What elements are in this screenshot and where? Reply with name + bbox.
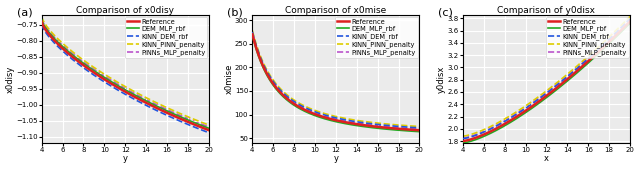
X-axis label: x: x (544, 154, 549, 163)
Title: Comparison of x0disy: Comparison of x0disy (76, 6, 174, 15)
Legend: Reference, DEM_MLP_rbf, KINN_DEM_rbf, KINN_PINN_penalty, PINNs_MLP_penalty: Reference, DEM_MLP_rbf, KINN_DEM_rbf, KI… (125, 17, 207, 58)
Text: (c): (c) (438, 8, 453, 18)
Y-axis label: y0disx: y0disx (437, 65, 446, 93)
Title: Comparison of x0mise: Comparison of x0mise (285, 6, 387, 15)
Title: Comparison of y0disx: Comparison of y0disx (497, 6, 595, 15)
Legend: Reference, DEM_MLP_rbf, KINN_DEM_rbf, KINN_PINN_penalty, PINNs_MLP_penalty: Reference, DEM_MLP_rbf, KINN_DEM_rbf, KI… (546, 17, 628, 58)
Y-axis label: x0mise: x0mise (224, 64, 234, 94)
Legend: Reference, DEM_MLP_rbf, KINN_DEM_rbf, KINN_PINN_penalty, PINNs_MLP_penalty: Reference, DEM_MLP_rbf, KINN_DEM_rbf, KI… (335, 17, 418, 58)
X-axis label: y: y (333, 154, 339, 163)
Text: (b): (b) (227, 8, 243, 18)
Y-axis label: x0disy: x0disy (6, 65, 15, 93)
Text: (a): (a) (17, 8, 32, 18)
X-axis label: y: y (123, 154, 128, 163)
